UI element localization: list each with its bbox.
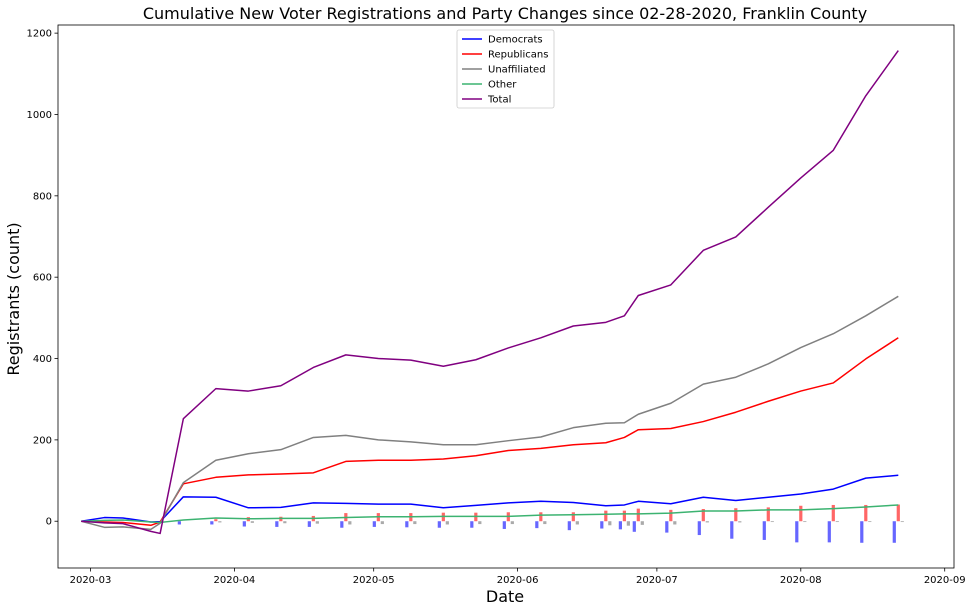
x-tick-label: 2020-05 (353, 575, 395, 586)
bar-republicans-20 (636, 508, 640, 522)
bar-republicans-23 (734, 508, 738, 522)
bar-unaffiliated-25 (803, 521, 807, 523)
bar-democrats-10 (340, 521, 344, 528)
legend: Democrats Republicans Unaffiliated Other Tot… (456, 29, 555, 109)
x-tick-label: 2020-09 (924, 575, 966, 586)
x-tick-label: 2020-03 (70, 575, 112, 586)
bar-unaffiliated-8 (283, 521, 287, 524)
bar-democrats-21 (665, 521, 669, 533)
bar-democrats-28 (892, 521, 896, 543)
bar-unaffiliated-18 (608, 521, 612, 526)
y-tick-label: 800 (33, 191, 52, 202)
y-tick-label: 200 (33, 435, 52, 446)
legend-label-democrats: Democrats (488, 35, 543, 46)
bar-democrats-17 (567, 521, 571, 531)
bar-democrats-14 (470, 521, 474, 528)
bar-republicans-27 (864, 504, 868, 522)
series-line-unaffiliated (81, 295, 899, 531)
bar-democrats-7 (242, 521, 246, 527)
bar-democrats-26 (827, 521, 831, 543)
bar-unaffiliated-26 (835, 521, 839, 523)
series-line-democrats (81, 474, 899, 523)
bar-unaffiliated-23 (738, 521, 742, 523)
lines-layer (81, 50, 899, 535)
bar-republicans-24 (766, 507, 770, 522)
bar-democrats-15 (502, 521, 506, 529)
bar-republicans-19 (622, 510, 626, 522)
bar-democrats-24 (762, 521, 766, 540)
bar-unaffiliated-7 (250, 521, 254, 523)
bar-unaffiliated-16 (543, 521, 547, 525)
bar-republicans-16 (539, 512, 543, 522)
bar-republicans-18 (604, 510, 608, 522)
legend-label-other: Other (488, 80, 517, 91)
bar-democrats-11 (372, 521, 376, 527)
bar-unaffiliated-27 (868, 521, 872, 523)
bar-democrats-13 (437, 521, 441, 528)
bar-democrats-25 (795, 521, 799, 543)
x-axis-label: Date (486, 587, 524, 606)
y-tick-label: 0 (46, 517, 52, 528)
bar-unaffiliated-12 (413, 521, 417, 525)
x-tick-label: 2020-04 (214, 575, 256, 586)
bar-unaffiliated-15 (510, 521, 514, 525)
chart-title: Cumulative New Voter Registrations and P… (143, 4, 867, 23)
bar-unaffiliated-11 (380, 521, 384, 525)
legend-label-unaffiliated: Unaffiliated (488, 65, 546, 76)
bar-democrats-19 (618, 521, 622, 530)
legend-label-total: Total (487, 95, 511, 106)
bar-democrats-8 (275, 521, 279, 527)
bar-unaffiliated-24 (770, 521, 774, 523)
bar-republicans-21 (669, 509, 673, 522)
series-line-other (81, 504, 899, 524)
bar-democrats-16 (535, 521, 539, 529)
bar-democrats-20 (632, 521, 636, 532)
y-tick-label: 1000 (27, 110, 52, 121)
bar-democrats-23 (730, 521, 734, 539)
bar-democrats-27 (860, 521, 864, 543)
bar-democrats-9 (307, 521, 311, 527)
bar-democrats-22 (697, 521, 701, 536)
bar-republicans-26 (831, 504, 835, 522)
bar-unaffiliated-28 (900, 521, 904, 523)
axes-layer: 0 200 400 600 800 1000 1200 2020-03 2020-04 2020-… (27, 24, 966, 586)
x-tick-label: 2020-08 (780, 575, 822, 586)
series-line-total (81, 50, 899, 535)
legend-box (456, 29, 555, 109)
y-tick-label: 400 (33, 354, 52, 365)
bar-unaffiliated-14 (478, 521, 482, 525)
x-tick-label: 2020-06 (497, 575, 539, 586)
bar-unaffiliated-22 (705, 521, 709, 523)
bar-democrats-5 (177, 521, 181, 525)
bar-republicans-17 (571, 512, 575, 522)
legend-label-republicans: Republicans (488, 50, 548, 61)
bar-unaffiliated-13 (445, 521, 449, 525)
bar-republicans-6 (214, 519, 218, 522)
bar-republicans-25 (799, 505, 803, 522)
bar-democrats-6 (210, 521, 214, 525)
bar-democrats-12 (405, 521, 409, 528)
y-axis-label: Registrants (count) (4, 222, 23, 375)
plot-frame (57, 24, 955, 569)
bar-unaffiliated-10 (348, 521, 352, 525)
bar-republicans-22 (701, 509, 705, 522)
bar-unaffiliated-9 (315, 521, 319, 524)
y-tick-label: 600 (33, 273, 52, 284)
x-tick-label: 2020-07 (636, 575, 678, 586)
bar-democrats-18 (600, 521, 604, 529)
bar-unaffiliated-19 (626, 521, 630, 526)
bar-unaffiliated-17 (575, 521, 579, 525)
bar-unaffiliated-20 (640, 521, 644, 525)
y-tick-label: 1200 (27, 29, 52, 40)
bar-unaffiliated-21 (673, 521, 677, 525)
bar-republicans-28 (896, 504, 900, 522)
bar-unaffiliated-6 (218, 521, 222, 523)
